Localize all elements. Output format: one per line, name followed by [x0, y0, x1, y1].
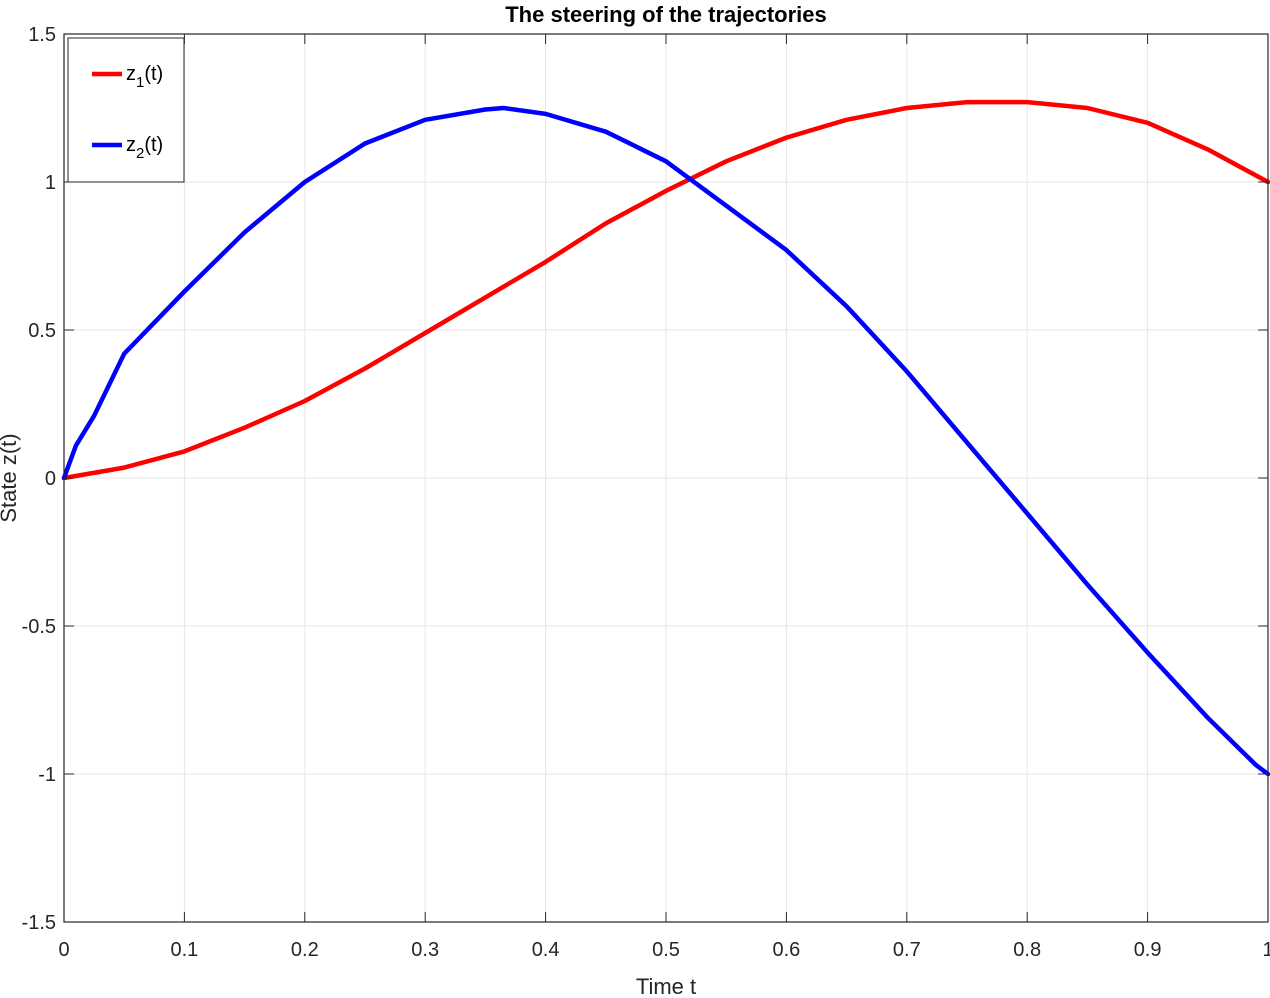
y-tick-label: -1.5 [22, 912, 56, 934]
legend-label-tail: (t) [144, 63, 163, 85]
legend: z1(t)z2(t) [67, 37, 185, 183]
x-tick-label: 0.5 [652, 939, 680, 961]
legend-label-tail: (t) [144, 134, 163, 156]
legend-label-2: z2(t) [126, 134, 163, 162]
series-line-1 [61, 99, 1270, 481]
x-tick-label: 0.3 [411, 939, 439, 961]
legend-label-base: z [126, 134, 136, 156]
series-layer [61, 99, 1270, 777]
y-tick-label: 1.5 [28, 24, 56, 46]
y-tick-label: -1 [38, 764, 56, 786]
chart-title: The steering of the trajectories [505, 2, 827, 27]
y-tick-label: 0 [45, 468, 56, 490]
x-tick-label: 0.9 [1134, 939, 1162, 961]
axes [63, 33, 1269, 923]
legend-label-subscript: 2 [136, 145, 144, 162]
x-tick-label: 0.2 [291, 939, 319, 961]
y-axis-label: State z(t) [0, 433, 21, 522]
legend-box [67, 37, 185, 183]
x-tick-label: 0 [58, 939, 69, 961]
x-tick-label: 0.1 [170, 939, 198, 961]
x-tick-label: 0.4 [532, 939, 560, 961]
x-tick-label: 1 [1262, 939, 1270, 961]
y-tick-label: 1 [45, 172, 56, 194]
plot-frame [63, 33, 1269, 923]
legend-label-1: z1(t) [126, 63, 163, 91]
tick-labels: 0 0.1 0.2 0.3 0.4 0.5 0.6 0.7 0.8 0.9 1 -1.5 -1 -0.5 0… [22, 24, 1270, 961]
y-tick-label: 0.5 [28, 320, 56, 342]
x-tick-label: 0.8 [1013, 939, 1041, 961]
x-axis-label: Time t [636, 974, 696, 998]
x-tick-label: 0.7 [893, 939, 921, 961]
x-tick-label: 0.6 [772, 939, 800, 961]
y-tick-label: -0.5 [22, 616, 56, 638]
series-line-2 [61, 105, 1270, 777]
legend-label-subscript: 1 [136, 74, 144, 91]
legend-label-base: z [126, 63, 136, 85]
